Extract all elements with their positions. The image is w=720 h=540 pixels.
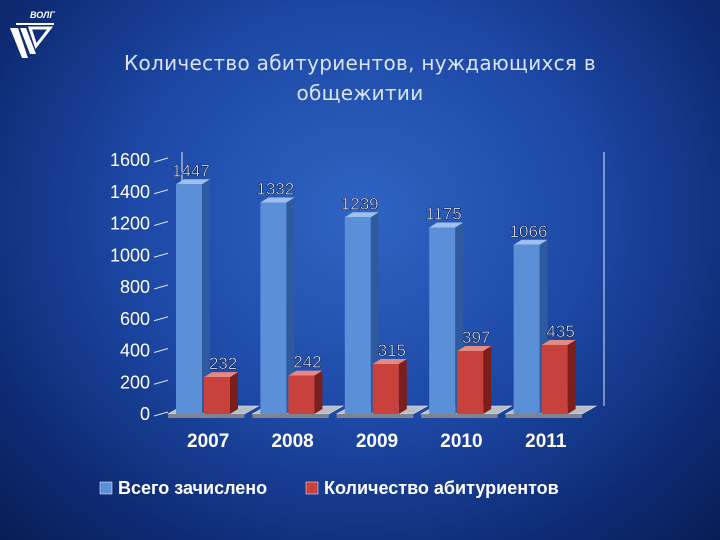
floor-edge: [168, 414, 245, 418]
chart-labels: 2007 2008 2009 2010 2011 1447 1332 1239 1175 1066…: [172, 161, 575, 452]
bar-top: [288, 370, 323, 376]
bar: [344, 217, 371, 414]
logo-text: ВОЛГ: [30, 10, 55, 20]
bar: [457, 350, 484, 414]
x-tick-label: 2011: [525, 431, 567, 452]
chart-bars: [176, 179, 576, 414]
bar-side: [202, 179, 210, 414]
data-label: 1175: [425, 204, 462, 223]
data-label: 1447: [172, 161, 210, 180]
legend-swatch: [99, 481, 113, 495]
y-tick-label: 1600: [110, 150, 150, 170]
y-tick-mark: [153, 348, 169, 353]
y-tick-mark: [153, 316, 169, 322]
data-label: 1239: [341, 194, 379, 213]
y-tick-label: 1000: [110, 245, 150, 265]
legend-label: Количество абитуриентов: [324, 478, 559, 498]
floor-edge: [421, 414, 498, 418]
legend-swatch: [305, 481, 319, 495]
y-tick-label: 600: [120, 309, 150, 329]
bar-side: [398, 358, 407, 414]
bar-side: [314, 370, 323, 414]
bar-side: [286, 197, 295, 414]
chart-legend: Всего зачислено Количество абитуриентов: [99, 478, 559, 498]
bar: [288, 375, 315, 414]
y-tick-mark: [153, 252, 169, 258]
x-tick-label: 2007: [187, 431, 229, 452]
x-tick-label: 2009: [356, 431, 398, 452]
y-tick-mark: [153, 157, 169, 163]
bar-top: [429, 222, 464, 228]
bar: [513, 244, 540, 414]
y-tick-label: 400: [120, 341, 150, 361]
data-label: 397: [462, 328, 490, 347]
data-label: 315: [378, 341, 406, 360]
bar-top: [513, 239, 548, 245]
bar-top: [344, 212, 379, 218]
floor-edge: [336, 414, 414, 418]
bar: [176, 184, 202, 414]
data-label: 242: [293, 353, 321, 372]
bar-side: [567, 339, 576, 414]
bar-side: [483, 345, 492, 414]
y-tick-mark: [153, 379, 169, 385]
data-label: 1066: [510, 222, 548, 241]
floor-edge: [252, 414, 329, 418]
data-label: 232: [209, 354, 237, 373]
bar-top: [204, 372, 238, 378]
bar-side: [230, 372, 238, 414]
bar-top: [260, 197, 295, 203]
y-tick-mark: [153, 284, 169, 290]
y-tick-label: 1200: [110, 214, 150, 234]
bar: [204, 377, 230, 414]
y-tick-mark: [153, 189, 169, 195]
bar-top: [176, 179, 210, 185]
x-tick-label: 2010: [440, 431, 482, 452]
bar-top: [372, 358, 407, 364]
bar-top: [541, 339, 576, 345]
y-tick-label: 0: [140, 404, 150, 424]
bar: [260, 202, 287, 414]
floor-edge: [505, 414, 582, 418]
y-tick-label: 1400: [110, 182, 150, 202]
university-logo: ВОЛГ: [10, 10, 55, 58]
bar: [541, 344, 568, 414]
bar-top: [457, 345, 492, 351]
y-tick-label: 200: [120, 372, 150, 392]
x-tick-label: 2008: [271, 431, 313, 452]
y-tick-mark: [153, 411, 169, 417]
chart-title: Количество абитуриентов, нуждающихся в о…: [124, 51, 596, 105]
data-label: 435: [546, 322, 574, 341]
y-tick-mark: [153, 221, 169, 226]
bar: [429, 227, 456, 414]
data-label: 1332: [256, 180, 294, 199]
legend-label: Всего зачислено: [118, 478, 267, 498]
bar: [372, 363, 399, 414]
y-tick-label: 800: [120, 277, 150, 297]
